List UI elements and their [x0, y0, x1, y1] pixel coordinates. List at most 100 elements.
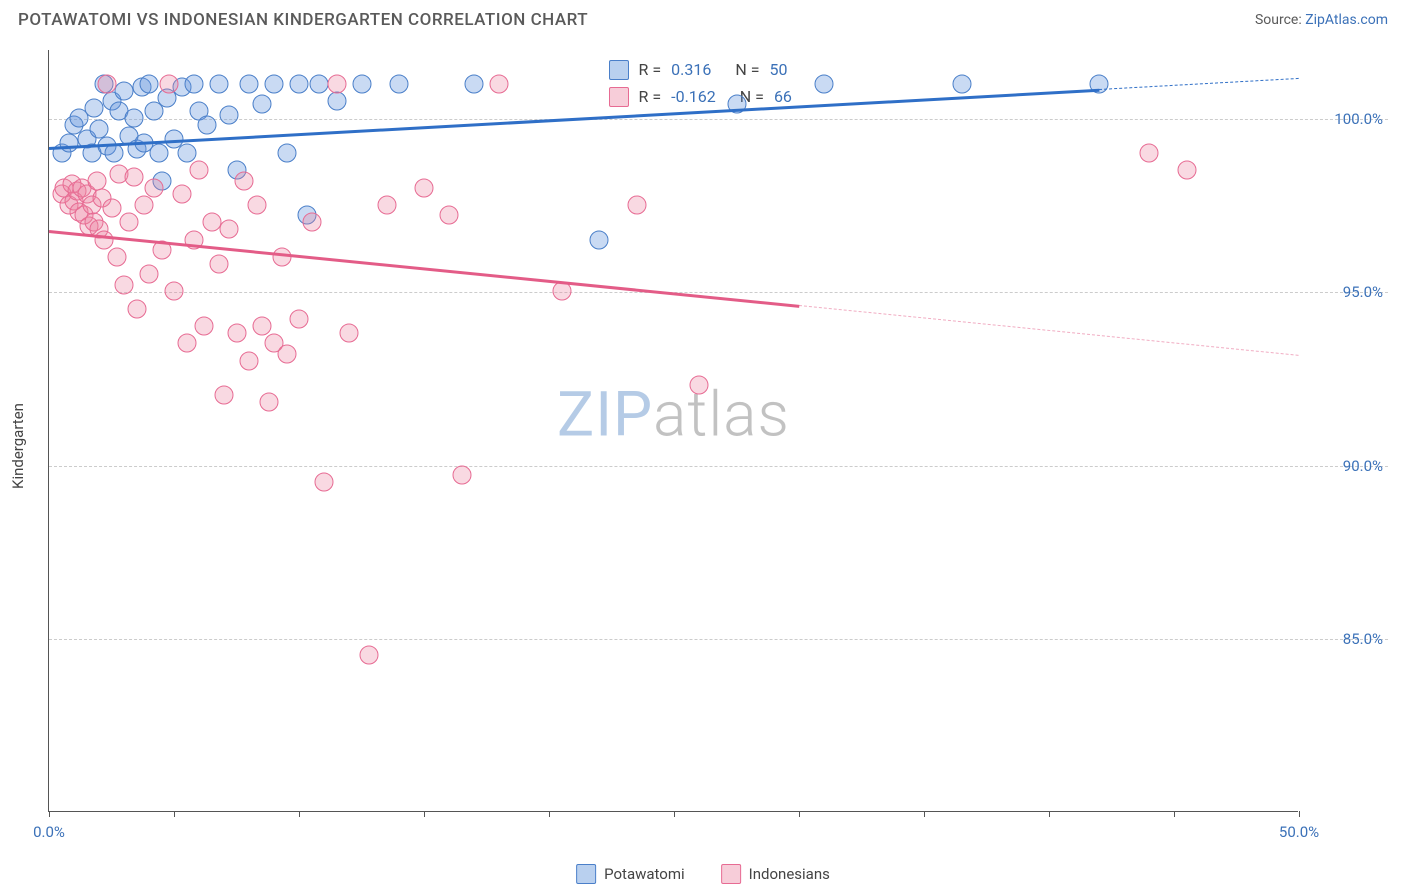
plot-area: ZIPatlas R =0.316N =50R =-0.162N =66 85.… [48, 50, 1298, 812]
x-tick [1049, 811, 1050, 817]
scatter-point [815, 74, 834, 93]
legend-swatch-icon [609, 87, 629, 107]
scatter-point [415, 178, 434, 197]
trend-line [799, 305, 1299, 356]
legend-swatch-icon [721, 864, 741, 884]
scatter-point [315, 472, 334, 491]
trend-line [49, 230, 799, 307]
source-link[interactable]: ZipAtlas.com [1305, 12, 1388, 28]
scatter-point [377, 195, 396, 214]
scatter-point [260, 393, 279, 412]
scatter-point [240, 74, 259, 93]
scatter-point [195, 317, 214, 336]
scatter-point [210, 74, 229, 93]
scatter-point [465, 74, 484, 93]
scatter-point [290, 310, 309, 329]
scatter-point [165, 282, 184, 301]
x-tick [1174, 811, 1175, 817]
scatter-point [160, 74, 179, 93]
gridline-h [49, 639, 1388, 640]
y-tick-label: 90.0% [1313, 457, 1383, 475]
legend-swatch-icon [609, 60, 629, 80]
scatter-point [552, 282, 571, 301]
scatter-point [327, 91, 346, 110]
stats-legend: R =0.316N =50R =-0.162N =66 [599, 52, 816, 114]
scatter-point [172, 185, 191, 204]
scatter-point [1140, 143, 1159, 162]
scatter-point [265, 74, 284, 93]
x-tick [674, 811, 675, 817]
legend-swatch-icon [576, 864, 596, 884]
scatter-point [252, 95, 271, 114]
gridline-h [49, 292, 1388, 293]
scatter-point [390, 74, 409, 93]
scatter-point [120, 213, 139, 232]
scatter-point [235, 171, 254, 190]
r-label: R = [639, 56, 662, 83]
gridline-h [49, 119, 1388, 120]
scatter-point [360, 646, 379, 665]
x-tick [174, 811, 175, 817]
r-label: R = [639, 83, 662, 110]
scatter-point [220, 105, 239, 124]
scatter-point [327, 74, 346, 93]
legend-label: Potawatomi [604, 865, 685, 883]
watermark: ZIPatlas [557, 379, 790, 452]
scatter-point [290, 74, 309, 93]
x-tick-label: 50.0% [1279, 823, 1319, 841]
scatter-point [352, 74, 371, 93]
bottom-legend: Potawatomi Indonesians [576, 864, 830, 884]
scatter-point [87, 171, 106, 190]
scatter-point [125, 109, 144, 128]
r-value: 0.316 [671, 56, 711, 83]
legend-label: Indonesians [749, 865, 830, 883]
scatter-point [125, 168, 144, 187]
scatter-point [145, 178, 164, 197]
x-tick [924, 811, 925, 817]
scatter-point [310, 74, 329, 93]
scatter-point [1177, 161, 1196, 180]
r-value: -0.162 [671, 83, 716, 110]
trend-line [1099, 78, 1299, 90]
chart-title: POTAWATOMI VS INDONESIAN KINDERGARTEN CO… [18, 10, 588, 30]
scatter-point [227, 324, 246, 343]
scatter-point [190, 161, 209, 180]
scatter-point [102, 199, 121, 218]
scatter-point [185, 74, 204, 93]
scatter-point [690, 375, 709, 394]
x-tick [49, 811, 50, 817]
x-tick [799, 811, 800, 817]
scatter-point [440, 206, 459, 225]
y-tick-label: 85.0% [1313, 630, 1383, 648]
scatter-point [177, 143, 196, 162]
scatter-point [127, 299, 146, 318]
source-label: Source: [1255, 12, 1305, 28]
scatter-point [210, 254, 229, 273]
source-credit: Source: ZipAtlas.com [1255, 12, 1388, 28]
watermark-zip: ZIP [557, 379, 653, 452]
x-tick [299, 811, 300, 817]
x-tick [1299, 811, 1300, 817]
scatter-point [247, 195, 266, 214]
n-value: 50 [770, 56, 788, 83]
y-tick-label: 95.0% [1313, 283, 1383, 301]
x-tick [549, 811, 550, 817]
scatter-point [177, 334, 196, 353]
y-axis-label: Kindergarten [9, 403, 27, 489]
scatter-point [590, 230, 609, 249]
x-tick-label: 0.0% [33, 823, 65, 841]
y-tick-label: 100.0% [1313, 110, 1383, 128]
scatter-point [135, 195, 154, 214]
scatter-point [115, 81, 134, 100]
scatter-point [115, 275, 134, 294]
legend-item: Indonesians [721, 864, 830, 884]
scatter-point [952, 74, 971, 93]
gridline-h [49, 466, 1388, 467]
scatter-point [627, 195, 646, 214]
scatter-point [272, 247, 291, 266]
scatter-point [202, 213, 221, 232]
scatter-point [215, 386, 234, 405]
scatter-point [240, 351, 259, 370]
scatter-point [90, 119, 109, 138]
scatter-point [220, 220, 239, 239]
